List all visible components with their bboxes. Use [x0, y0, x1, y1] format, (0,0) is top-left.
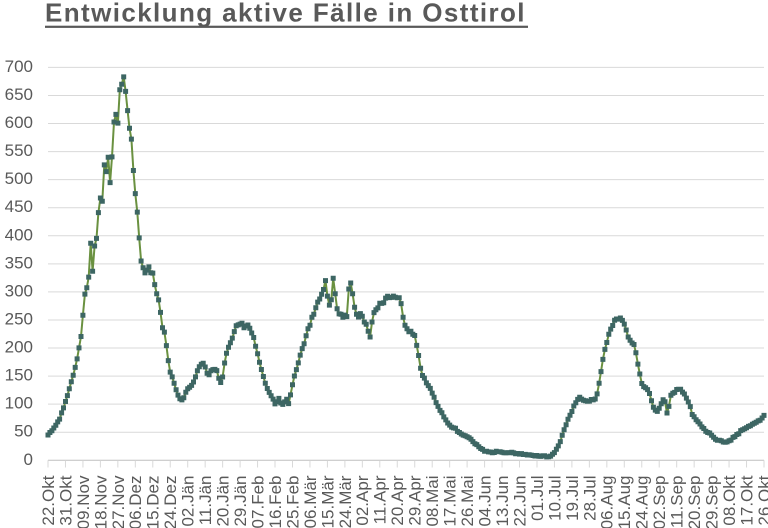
svg-text:02.Sep: 02.Sep — [650, 476, 669, 528]
svg-text:04.Jun: 04.Jun — [475, 476, 494, 527]
svg-text:06.Aug: 06.Aug — [598, 476, 617, 528]
svg-text:700: 700 — [5, 57, 33, 76]
svg-text:24.Aug: 24.Aug — [633, 476, 652, 528]
svg-text:11.Sep: 11.Sep — [668, 476, 687, 528]
svg-text:28.Jul: 28.Jul — [580, 476, 599, 521]
svg-text:29.Jän: 29.Jän — [231, 476, 250, 527]
svg-text:15.Mär: 15.Mär — [318, 475, 337, 528]
svg-text:09.Nov: 09.Nov — [74, 475, 93, 528]
svg-text:0: 0 — [24, 450, 33, 469]
svg-text:22.Okt: 22.Okt — [39, 475, 58, 525]
svg-text:31.Okt: 31.Okt — [56, 475, 75, 525]
svg-text:20.Apr: 20.Apr — [388, 475, 407, 525]
svg-text:250: 250 — [5, 310, 33, 329]
svg-text:100: 100 — [5, 394, 33, 413]
svg-text:11.Apr: 11.Apr — [371, 475, 390, 524]
svg-text:01.Jul: 01.Jul — [528, 476, 547, 521]
svg-text:15.Dez: 15.Dez — [144, 476, 163, 528]
svg-text:22.Jun: 22.Jun — [510, 476, 529, 527]
svg-text:650: 650 — [5, 85, 33, 104]
svg-text:10.Jul: 10.Jul — [545, 476, 564, 521]
svg-text:18.Nov: 18.Nov — [91, 475, 110, 528]
svg-text:350: 350 — [5, 253, 33, 272]
svg-text:24.Dez: 24.Dez — [161, 476, 180, 528]
svg-text:08.Okt: 08.Okt — [720, 475, 739, 525]
svg-text:26.Mai: 26.Mai — [458, 476, 477, 527]
svg-text:25.Feb: 25.Feb — [283, 476, 302, 528]
svg-text:200: 200 — [5, 338, 33, 357]
svg-text:29.Sep: 29.Sep — [703, 476, 722, 528]
svg-text:24.Mär: 24.Mär — [336, 475, 355, 528]
svg-text:06.Dez: 06.Dez — [126, 476, 145, 528]
svg-text:13.Jun: 13.Jun — [493, 476, 512, 527]
svg-text:06.Mär: 06.Mär — [301, 475, 320, 528]
svg-text:02.Jän: 02.Jän — [179, 476, 198, 527]
svg-text:07.Feb: 07.Feb — [248, 476, 267, 528]
svg-text:26.Okt: 26.Okt — [755, 475, 768, 525]
svg-text:450: 450 — [5, 197, 33, 216]
svg-text:11.Jän: 11.Jän — [196, 476, 215, 526]
svg-text:08.Mai: 08.Mai — [423, 476, 442, 527]
svg-text:19.Jul: 19.Jul — [563, 476, 582, 521]
svg-text:02.Apr: 02.Apr — [353, 475, 372, 525]
svg-text:20.Jän: 20.Jän — [214, 476, 233, 527]
svg-text:27.Nov: 27.Nov — [109, 475, 128, 528]
svg-text:17.Okt: 17.Okt — [737, 475, 756, 525]
svg-text:300: 300 — [5, 281, 33, 300]
svg-text:16.Feb: 16.Feb — [266, 476, 285, 528]
svg-text:50: 50 — [14, 422, 33, 441]
svg-text:15.Aug: 15.Aug — [615, 476, 634, 528]
svg-text:500: 500 — [5, 169, 33, 188]
svg-text:150: 150 — [5, 366, 33, 385]
svg-text:Entwicklung aktive Fälle in Os: Entwicklung aktive Fälle in Osttirol — [45, 0, 526, 28]
svg-text:400: 400 — [5, 225, 33, 244]
svg-text:600: 600 — [5, 113, 33, 132]
svg-text:29.Apr: 29.Apr — [406, 475, 425, 525]
svg-text:20.Sep: 20.Sep — [685, 476, 704, 528]
svg-text:17.Mai: 17.Mai — [441, 476, 460, 527]
svg-text:550: 550 — [5, 141, 33, 160]
